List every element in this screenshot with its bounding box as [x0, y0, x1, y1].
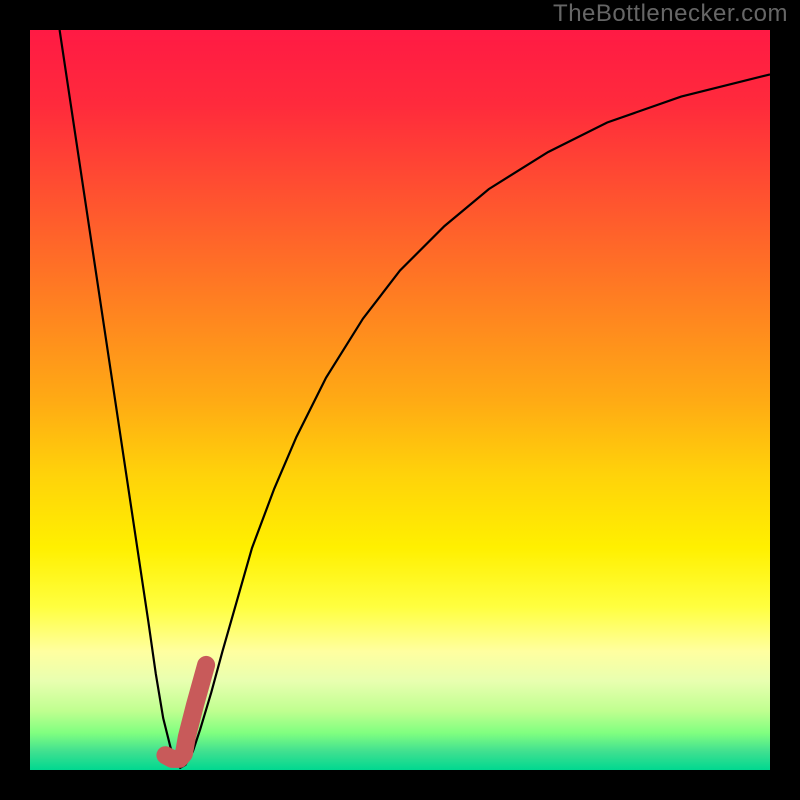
plot-background: [30, 30, 770, 770]
bottleneck-chart: [0, 0, 800, 800]
watermark-text: TheBottlenecker.com: [553, 0, 788, 28]
chart-container: TheBottlenecker.com: [0, 0, 800, 800]
